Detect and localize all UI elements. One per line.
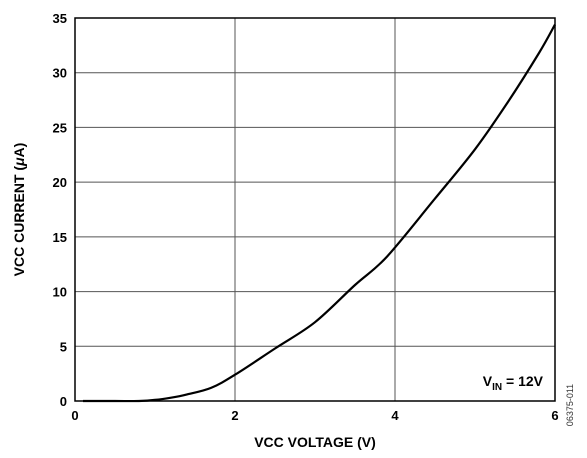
annotation-main: V — [483, 373, 493, 389]
y-tick-label-0: 0 — [60, 394, 67, 409]
annotation-rest: = 12V — [502, 373, 544, 389]
y-tick-label-4: 20 — [53, 175, 67, 190]
y-tick-labels: 0 5 10 15 20 25 30 35 — [53, 11, 67, 409]
annotation-subscript: IN — [492, 382, 502, 393]
y-tick-label-6: 30 — [53, 66, 67, 81]
x-tick-label-0: 0 — [71, 408, 78, 423]
x-tick-labels: 0 2 4 6 — [71, 408, 558, 423]
y-axis-title: VCC CURRENT (μA) — [11, 143, 27, 277]
figure-code: 06375-011 — [565, 384, 575, 426]
y-tick-label-2: 10 — [53, 285, 67, 300]
plot-frame — [74, 17, 556, 402]
y-tick-label-1: 5 — [60, 339, 67, 354]
x-tick-label-2: 4 — [391, 408, 399, 423]
y-tick-label-3: 15 — [53, 230, 67, 245]
grid — [75, 18, 555, 401]
x-tick-label-1: 2 — [231, 408, 238, 423]
series-line — [83, 24, 556, 403]
vin-annotation: VIN = 12V — [483, 373, 544, 393]
y-tick-label-7: 35 — [53, 11, 67, 26]
y-axis-title-greek: μ — [11, 157, 27, 167]
y-axis-title-part-2: A) — [11, 143, 27, 158]
y-tick-label-5: 25 — [53, 120, 67, 135]
x-axis-title: VCC VOLTAGE (V) — [254, 434, 376, 450]
y-axis-title-part-1: VCC CURRENT ( — [11, 166, 27, 277]
x-tick-label-3: 6 — [551, 408, 558, 423]
